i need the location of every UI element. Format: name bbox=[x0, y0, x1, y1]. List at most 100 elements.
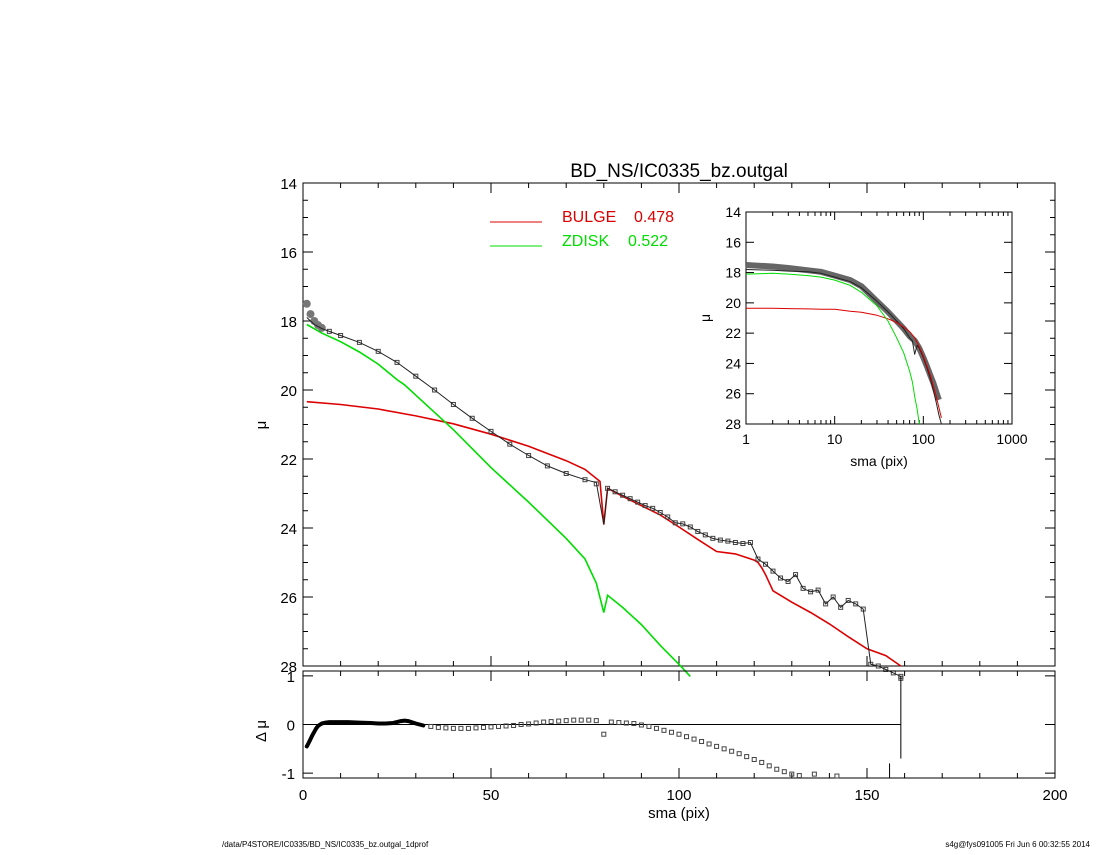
main-y-tick-label: 22 bbox=[280, 452, 297, 469]
main-y-tick-label: 18 bbox=[280, 314, 297, 331]
residual-point bbox=[511, 722, 517, 728]
residual-point bbox=[781, 769, 787, 775]
data-point bbox=[432, 387, 438, 393]
residual-point bbox=[774, 766, 780, 772]
data-point bbox=[665, 514, 671, 520]
data-point bbox=[785, 578, 791, 584]
legend-zdisk-value: 0.522 bbox=[628, 233, 668, 250]
data-point bbox=[620, 492, 626, 498]
residual-point bbox=[744, 754, 750, 760]
residual-point bbox=[435, 724, 441, 730]
residual-point bbox=[721, 746, 727, 752]
main-x-axis-label: sma (pix) bbox=[648, 805, 710, 822]
main-y-tick-label: 26 bbox=[280, 590, 297, 607]
footer-timestamp: s4g@fys091005 Fri Jun 6 00:32:55 2014 bbox=[945, 840, 1090, 849]
residual-point bbox=[443, 725, 449, 731]
inset-series-inset_bulge bbox=[745, 307, 942, 419]
main-x-axis-ticks bbox=[302, 183, 1056, 666]
x-tick-label: 0 bbox=[299, 787, 307, 804]
residual-point bbox=[736, 751, 742, 757]
residual-series-group bbox=[303, 675, 904, 779]
residual-point bbox=[586, 717, 592, 723]
data-point bbox=[413, 373, 419, 379]
residual-point bbox=[834, 773, 840, 779]
residual-point bbox=[691, 736, 697, 742]
residual-point bbox=[578, 717, 584, 723]
residual-point bbox=[450, 725, 456, 731]
data-point bbox=[450, 401, 456, 407]
residual-point bbox=[616, 720, 622, 726]
data-point bbox=[375, 348, 381, 354]
data-point bbox=[687, 524, 693, 530]
inset-x-tick-label: 1000 bbox=[996, 431, 1027, 447]
residual-point bbox=[631, 721, 637, 727]
data-point bbox=[469, 415, 475, 421]
inset-y-axis-label: μ bbox=[697, 314, 713, 322]
inset-series-inset_zdisk bbox=[745, 272, 920, 425]
inset-y-tick-label: 18 bbox=[725, 265, 741, 281]
res-y-tick-label: 1 bbox=[287, 669, 295, 686]
data-point bbox=[762, 561, 768, 567]
residual-point bbox=[623, 720, 629, 726]
residual-point bbox=[714, 743, 720, 749]
residual-point bbox=[488, 724, 494, 730]
main-y-axis-label: μ bbox=[253, 421, 270, 430]
main-y-tick-label: 24 bbox=[280, 521, 297, 538]
data-point bbox=[823, 601, 829, 607]
data-point bbox=[627, 496, 633, 502]
legend-bulge-label: BULGE bbox=[562, 209, 616, 226]
series-line-bulge bbox=[306, 400, 902, 667]
main-series-group bbox=[302, 299, 904, 679]
residual-y-axis: 1 0 -1 bbox=[282, 669, 1055, 783]
residual-point bbox=[646, 723, 652, 729]
x-tick-label: 100 bbox=[666, 787, 691, 804]
residual-point bbox=[759, 759, 765, 765]
residual-point bbox=[661, 727, 667, 733]
main-y-tick-label: 16 bbox=[280, 245, 297, 262]
data-point bbox=[526, 453, 532, 459]
residual-point bbox=[563, 718, 569, 724]
residual-point bbox=[751, 757, 757, 763]
x-tick-label: 50 bbox=[483, 787, 500, 804]
data-point bbox=[838, 604, 844, 610]
residual-point bbox=[518, 722, 524, 727]
residual-point bbox=[729, 748, 735, 754]
residual-point bbox=[526, 721, 532, 727]
residual-point bbox=[706, 741, 712, 747]
data-point bbox=[356, 339, 362, 345]
inset-y-tick-label: 24 bbox=[725, 355, 741, 371]
residual-x-axis: 0 50 100 150 200 bbox=[299, 671, 1068, 804]
inset-x-tick-label: 100 bbox=[912, 431, 936, 447]
data-point bbox=[544, 463, 550, 469]
residual-point bbox=[684, 734, 690, 740]
residual-point bbox=[556, 718, 562, 724]
main-y-tick-label: 28 bbox=[280, 659, 297, 676]
series-line-zdisk bbox=[306, 323, 691, 677]
data-point bbox=[317, 323, 326, 332]
data-point bbox=[394, 359, 400, 365]
inset-y-tick-label: 16 bbox=[725, 234, 741, 250]
data-point bbox=[695, 528, 701, 534]
data-point bbox=[755, 556, 761, 562]
residual-point bbox=[496, 723, 502, 729]
residual-point bbox=[428, 723, 434, 729]
residual-y-axis-label: Δ μ bbox=[253, 720, 270, 742]
x-tick-label: 150 bbox=[854, 787, 879, 804]
chart-title: BD_NS/IC0335_bz.outgal bbox=[570, 161, 788, 182]
inset-x-tick-label: 1 bbox=[742, 431, 750, 447]
inset-series-group bbox=[745, 262, 942, 425]
residual-point bbox=[593, 718, 599, 724]
series-errorbars bbox=[889, 675, 902, 778]
residual-point bbox=[699, 739, 705, 745]
residual-point bbox=[465, 725, 471, 731]
data-point bbox=[845, 597, 851, 603]
data-point bbox=[306, 310, 315, 319]
residual-point bbox=[608, 719, 614, 725]
residual-point bbox=[503, 723, 509, 729]
data-point bbox=[338, 332, 344, 338]
series-line-delta_dense bbox=[304, 718, 426, 749]
inset-x-axis: 1 10 100 1000 bbox=[742, 212, 1028, 447]
residual-point bbox=[676, 731, 682, 737]
inset-series-inset_model bbox=[745, 269, 942, 425]
